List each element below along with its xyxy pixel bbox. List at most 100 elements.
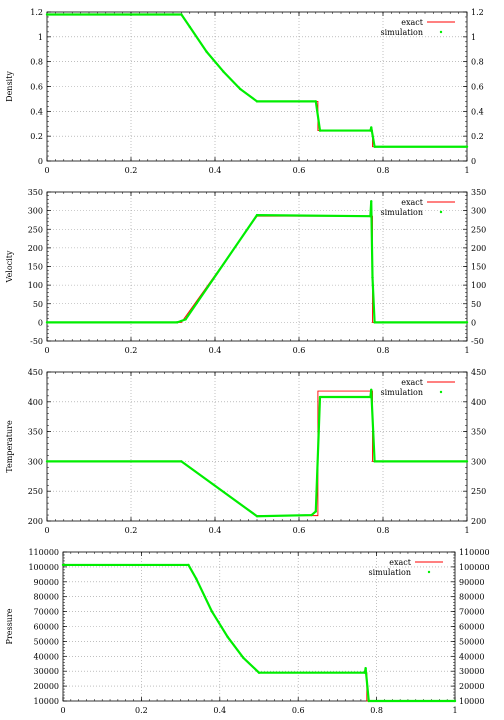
- data-point: [226, 635, 229, 639]
- y-tick-label-left: 300: [28, 207, 43, 216]
- y-tick-label-left: 150: [28, 263, 43, 272]
- x-tick-label: 0.6: [293, 526, 306, 535]
- y-axis-title: Pressure: [5, 608, 14, 644]
- data-point: [370, 388, 373, 392]
- data-point: [453, 699, 457, 703]
- y-tick-label-left: 60000: [34, 623, 59, 632]
- y-tick-label-left: 300: [28, 457, 43, 466]
- x-tick-label: 0.4: [213, 706, 226, 715]
- y-tick-label-right: 0.4: [471, 107, 484, 116]
- y-axis-title: Temperature: [5, 420, 14, 473]
- legend-label-exact: exact: [401, 198, 423, 207]
- y-axis-title: Density: [5, 71, 14, 102]
- y-tick-label-right: 0.6: [471, 83, 484, 92]
- x-tick-label: 0: [44, 346, 49, 355]
- data-point: [222, 70, 225, 73]
- y-tick-label-right: 50000: [459, 637, 484, 646]
- y-tick-label-left: 40000: [34, 652, 59, 661]
- data-point: [255, 515, 259, 518]
- data-point: [255, 213, 259, 217]
- x-tick-label: 1: [464, 166, 469, 175]
- y-tick-label-right: 200: [471, 517, 486, 526]
- y-tick-label-right: 110000: [459, 548, 490, 557]
- series-points-simulation: [63, 563, 455, 703]
- y-tick-label-left: 100: [28, 281, 43, 290]
- data-point: [61, 563, 65, 567]
- x-tick-label: 0.4: [209, 526, 222, 535]
- data-point: [180, 460, 183, 463]
- data-point: [465, 460, 469, 463]
- y-axis-title: Velocity: [5, 250, 14, 283]
- data-point: [242, 656, 245, 659]
- data-point: [210, 610, 214, 613]
- data-point: [314, 100, 317, 103]
- data-point: [176, 321, 179, 324]
- legend-label-simulation: simulation: [381, 208, 423, 217]
- data-point: [318, 129, 322, 132]
- x-tick-label: 0.8: [377, 166, 390, 175]
- data-point: [367, 699, 370, 703]
- data-point: [369, 395, 372, 399]
- y-tick-label-left: 200: [28, 517, 43, 526]
- series-line-exact: [63, 564, 455, 702]
- legend-swatch-simulation: [439, 390, 443, 394]
- x-tick-label: 0.6: [293, 166, 306, 175]
- y-tick-label-right: 100: [471, 281, 486, 290]
- y-tick-label-right: 100000: [459, 563, 490, 572]
- data-point: [370, 200, 373, 203]
- y-tick-label-right: 150: [471, 263, 486, 272]
- y-tick-label-right: 200: [471, 244, 486, 253]
- y-tick-label-left: 0.4: [30, 107, 43, 116]
- data-point: [45, 321, 49, 324]
- y-tick-label-right: 0: [471, 318, 476, 327]
- data-point: [310, 513, 313, 517]
- data-point: [373, 321, 376, 324]
- y-tick-label-left: 450: [28, 368, 43, 377]
- y-tick-label-left: 50000: [34, 637, 59, 646]
- legend-label-exact: exact: [401, 18, 423, 27]
- y-tick-label-left: 0.8: [30, 58, 43, 67]
- y-tick-label-right: 1: [471, 33, 476, 42]
- x-tick-label: 0.4: [209, 346, 222, 355]
- legend-label-simulation: simulation: [381, 388, 423, 397]
- data-point: [255, 100, 259, 103]
- data-point: [45, 13, 49, 16]
- y-tick-label-right: 1.2: [471, 8, 484, 17]
- data-point: [184, 318, 187, 321]
- y-tick-label-left: 0.6: [30, 83, 43, 92]
- x-tick-label: 0.2: [125, 346, 138, 355]
- y-tick-label-right: 350: [471, 188, 486, 197]
- series-line-exact: [47, 215, 467, 323]
- y-tick-label-right: 0.2: [471, 132, 484, 141]
- y-tick-label-left: 70000: [34, 608, 59, 617]
- y-tick-label-left: 0.2: [30, 132, 43, 141]
- data-point: [370, 126, 373, 129]
- data-point: [314, 510, 317, 513]
- y-tick-label-left: 250: [28, 487, 43, 496]
- y-tick-label-left: -50: [30, 337, 43, 346]
- y-tick-label-right: -50: [471, 337, 484, 346]
- x-tick-label: 0.8: [377, 346, 390, 355]
- data-point: [257, 671, 261, 674]
- data-point: [195, 577, 198, 581]
- y-tick-label-right: 30000: [459, 667, 484, 676]
- data-point: [187, 563, 190, 567]
- x-tick-label: 0.4: [209, 166, 222, 175]
- data-point: [373, 145, 376, 148]
- y-tick-label-right: 0: [471, 157, 476, 166]
- y-tick-label-right: 50: [471, 300, 481, 309]
- y-tick-label-right: 350: [471, 428, 486, 437]
- y-tick-label-left: 110000: [28, 548, 59, 557]
- data-point: [188, 25, 191, 29]
- data-point: [363, 671, 367, 674]
- legend-swatch-simulation: [439, 210, 443, 214]
- y-tick-label-left: 20000: [34, 682, 59, 691]
- data-point: [465, 321, 469, 324]
- y-tick-label-left: 0: [38, 318, 43, 327]
- x-tick-label: 0.8: [370, 706, 383, 715]
- data-point: [318, 395, 322, 399]
- data-point: [239, 87, 242, 91]
- y-tick-label-right: 0.8: [471, 58, 484, 67]
